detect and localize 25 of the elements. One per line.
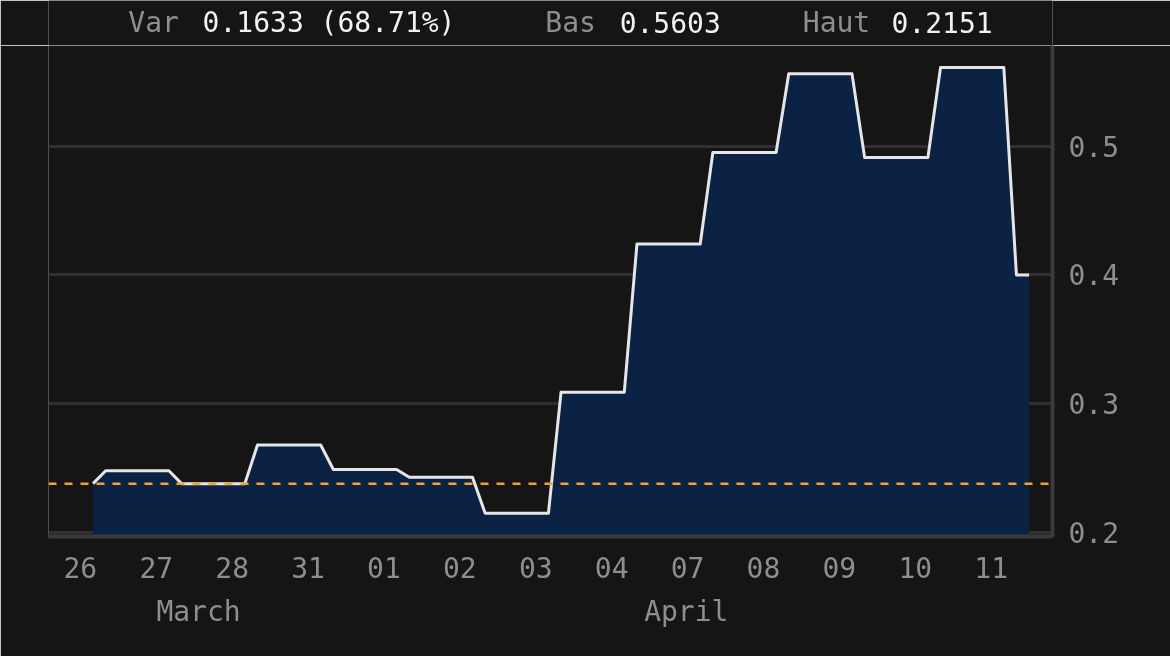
text: 0.2151 xyxy=(891,7,993,40)
y-tick-label: 0.3 xyxy=(1068,388,1120,422)
y-tick-label: 0.4 xyxy=(1068,259,1120,293)
x-tick-label: 04 xyxy=(594,551,629,585)
x-tick-label: 08 xyxy=(746,551,781,585)
x-tick-label: 11 xyxy=(974,551,1009,585)
x-tick-label: 26 xyxy=(63,551,98,585)
x-tick-label: 31 xyxy=(291,551,325,585)
text: 0.1633 (68.71%) xyxy=(202,6,456,39)
x-tick-label: 02 xyxy=(443,551,477,585)
text: Bas xyxy=(545,6,596,39)
y-tick-label: 0.2 xyxy=(1068,517,1120,551)
x-tick-label: 01 xyxy=(367,551,401,585)
text: Var xyxy=(128,6,179,39)
x-tick-label: 27 xyxy=(139,551,174,585)
x-tick-label: 03 xyxy=(518,551,553,585)
text: 0.5603 xyxy=(619,7,721,40)
text: March xyxy=(156,594,241,628)
x-tick-label: 09 xyxy=(822,551,857,585)
x-tick-label: 28 xyxy=(215,551,250,585)
y-tick-label: 0.5 xyxy=(1068,130,1120,164)
x-tick-label: 07 xyxy=(670,551,705,585)
text: Haut xyxy=(802,6,871,39)
text: April xyxy=(644,594,729,628)
x-tick-label: 10 xyxy=(898,551,933,585)
